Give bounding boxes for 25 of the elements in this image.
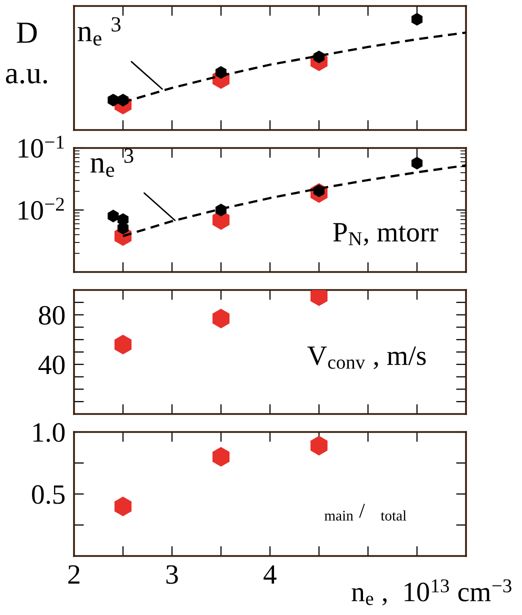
annotation: $_{main}$ / $_{total}$ bbox=[324, 504, 406, 521]
y-tick-label: 10$^{−1}$ bbox=[18, 136, 64, 158]
y-tick-label: 0.5 bbox=[32, 485, 65, 504]
y-tick-label: 80 bbox=[38, 306, 65, 325]
point bbox=[108, 94, 119, 106]
point bbox=[212, 308, 230, 328]
point bbox=[114, 496, 132, 516]
point bbox=[310, 436, 328, 456]
x-tick-label: 4 bbox=[264, 565, 277, 584]
y-tick-label: 10$^{−2}$ bbox=[18, 198, 64, 220]
y-tick-label: 40 bbox=[38, 356, 65, 374]
annotation: n$_{e}$ $^{3}$ bbox=[78, 17, 121, 46]
x-tick-label: 2 bbox=[68, 565, 80, 584]
point bbox=[108, 210, 119, 222]
annotation: P$_{N}$, mtorr bbox=[333, 223, 438, 246]
y-tick-label: 1.0 bbox=[33, 423, 65, 442]
annotation: V$_{conv}$ , m/s bbox=[307, 346, 426, 370]
x-axis-title: n$_{e}$ , 10$^{13}$ cm$^{−3}$ bbox=[352, 579, 512, 606]
x-tick-label: 3 bbox=[166, 565, 178, 584]
annotation: n$_{e}$ $^{3}$ bbox=[90, 148, 134, 177]
y-axis-title: D a.u. bbox=[6, 22, 48, 84]
point bbox=[212, 447, 230, 467]
point bbox=[114, 334, 132, 354]
point bbox=[411, 156, 423, 170]
point bbox=[411, 13, 423, 26]
